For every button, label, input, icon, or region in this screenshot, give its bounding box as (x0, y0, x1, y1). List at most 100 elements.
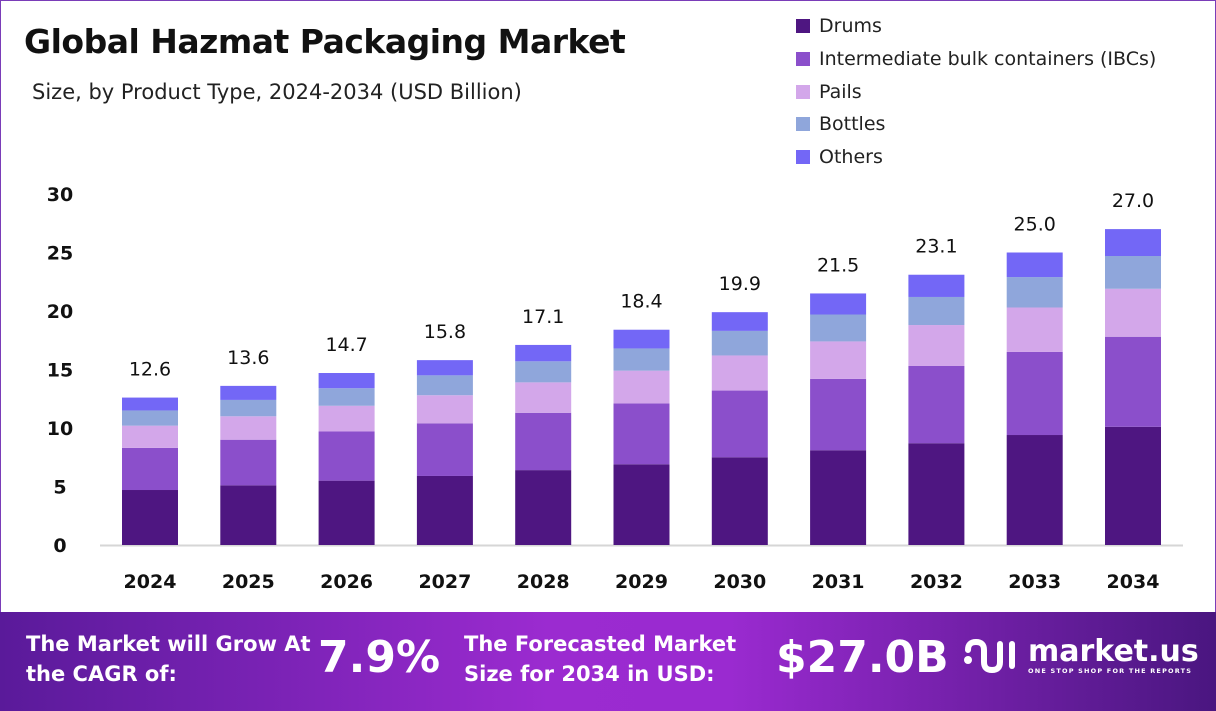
bar-segment-pails (1105, 288, 1161, 337)
bar-segment-pails (711, 355, 768, 391)
market-us-logo-icon (964, 638, 1015, 674)
forecast-label: The Forecasted Market Size for 2034 in U… (464, 632, 737, 686)
bar-segment-bottles (122, 410, 178, 426)
legend-item-pails: Pails (796, 75, 1156, 108)
bar-segment-drums (416, 475, 473, 545)
bar-segment-pails (220, 416, 277, 440)
bar-segment-others (122, 397, 178, 411)
x-tick-label: 2031 (812, 571, 865, 593)
bar-segment-others (220, 385, 277, 400)
bar-segment-intermediate (416, 423, 473, 476)
bar-segment-bottles (1006, 277, 1063, 308)
stacked-bar-chart: 05101520253012.6202413.6202514.7202615.8… (47, 184, 1183, 593)
x-tick-label: 2027 (418, 571, 471, 593)
bar-segment-bottles (711, 330, 768, 356)
bar-segment-drums (810, 450, 867, 545)
bar-segment-others (908, 274, 965, 297)
bar-total-label: 15.8 (424, 321, 466, 343)
x-tick-label: 2033 (1008, 571, 1061, 593)
bar-segment-pails (908, 325, 965, 366)
bar-segment-drums (908, 443, 965, 545)
y-tick-label: 5 (53, 477, 66, 499)
legend-item-others: Others (796, 141, 1156, 174)
bar-segment-drums (711, 457, 768, 545)
bar-segment-pails (122, 425, 178, 448)
y-tick-label: 20 (47, 301, 73, 323)
bar-segment-bottles (515, 361, 572, 383)
y-tick-label: 0 (53, 535, 66, 557)
bar-total-label: 19.9 (719, 273, 761, 295)
bar-segment-intermediate (908, 365, 965, 444)
bar-segment-bottles (220, 399, 277, 417)
bar-segment-intermediate (1006, 351, 1063, 436)
cagr-label: The Market will Grow At the CAGR of: (26, 632, 311, 686)
bar-segment-drums (1105, 426, 1161, 545)
bar-segment-bottles (613, 348, 670, 371)
y-tick-label: 30 (47, 184, 73, 206)
bar-segment-intermediate (515, 412, 572, 471)
legend-item-ibcs: Intermediate bulk containers (IBCs) (796, 43, 1156, 76)
bar-segment-pails (416, 395, 473, 424)
bar-total-label: 17.1 (522, 306, 564, 328)
legend-label: Bottles (819, 113, 886, 136)
legend-label: Others (819, 146, 883, 169)
bar-total-label: 27.0 (1112, 190, 1154, 212)
logo-tagline: ONE STOP SHOP FOR THE REPORTS (1028, 667, 1193, 675)
bar-total-label: 14.7 (325, 334, 367, 356)
x-tick-label: 2028 (517, 571, 570, 593)
bar-segment-intermediate (810, 378, 867, 451)
bar-total-label: 21.5 (817, 254, 859, 276)
bar-segment-bottles (1105, 256, 1161, 289)
bar-segment-pails (810, 341, 867, 379)
legend-swatch (796, 19, 810, 34)
x-tick-label: 2034 (1107, 571, 1160, 593)
chart-subtitle: Size, by Product Type, 2024-2034 (USD Bi… (32, 80, 522, 104)
bar-segment-others (810, 293, 867, 315)
legend: Drums Intermediate bulk containers (IBCs… (796, 10, 1156, 173)
bar-total-label: 12.6 (129, 359, 171, 381)
bar-segment-pails (515, 382, 572, 413)
bar-segment-drums (318, 480, 375, 545)
bar-segment-drums (1006, 435, 1063, 545)
bar-segment-drums (122, 490, 178, 545)
bar-segment-bottles (908, 296, 965, 326)
bar-total-label: 18.4 (620, 291, 662, 313)
bar-segment-intermediate (318, 431, 375, 481)
legend-label: Drums (819, 15, 882, 38)
logo-name: market.us (1028, 634, 1199, 669)
bar-segment-intermediate (1105, 336, 1161, 427)
bar-segment-bottles (318, 388, 375, 406)
bar-segment-pails (613, 370, 670, 404)
legend-item-drums: Drums (796, 10, 1156, 43)
bar-segment-intermediate (122, 447, 178, 491)
bar-segment-intermediate (613, 403, 670, 465)
bar-segment-others (711, 312, 768, 331)
bar-segment-intermediate (711, 390, 768, 458)
x-tick-label: 2029 (615, 571, 668, 593)
x-tick-label: 2025 (222, 571, 275, 593)
chart-title: Global Hazmat Packaging Market (24, 22, 626, 61)
legend-swatch (796, 84, 810, 99)
legend-item-bottles: Bottles (796, 108, 1156, 141)
legend-swatch (796, 150, 810, 165)
x-tick-label: 2030 (713, 571, 766, 593)
bar-segment-bottles (416, 375, 473, 396)
forecast-value: $27.0B (776, 632, 949, 683)
legend-label: Intermediate bulk containers (IBCs) (819, 48, 1157, 71)
legend-swatch (796, 52, 810, 67)
bar-segment-others (613, 329, 670, 349)
bar-total-label: 23.1 (915, 236, 957, 258)
bar-segment-others (1105, 229, 1161, 257)
x-tick-label: 2026 (320, 571, 373, 593)
legend-label: Pails (819, 80, 862, 103)
legend-swatch (796, 117, 810, 132)
bar-segment-drums (220, 485, 277, 545)
cagr-value: 7.9% (318, 632, 441, 683)
bar-segment-drums (613, 464, 670, 545)
bar-segment-bottles (810, 314, 867, 342)
bar-total-label: 13.6 (227, 347, 269, 369)
x-tick-label: 2032 (910, 571, 963, 593)
x-tick-label: 2024 (124, 571, 177, 593)
bar-segment-drums (515, 470, 572, 545)
market-us-logo: market.us ONE STOP SHOP FOR THE REPORTS (962, 636, 1199, 676)
